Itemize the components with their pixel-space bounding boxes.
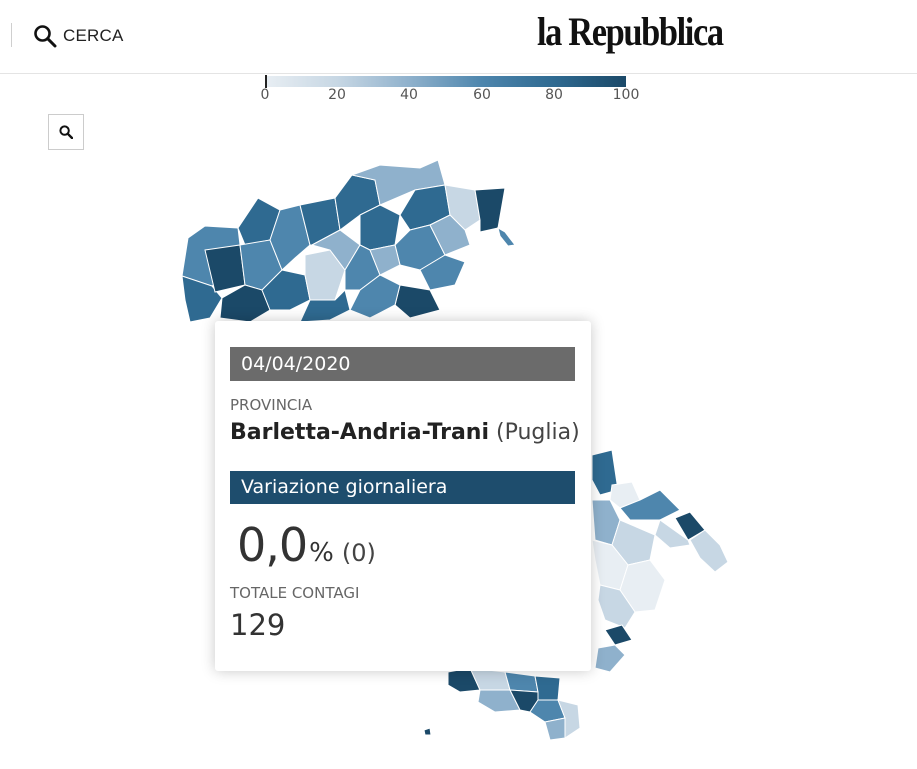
- map-search-button[interactable]: [48, 114, 84, 150]
- province-shape[interactable]: [423, 727, 432, 736]
- province-shape[interactable]: [477, 689, 521, 713]
- province-name: Barletta-Andria-Trani: [230, 420, 489, 445]
- legend-tick-60: 60: [473, 87, 491, 103]
- site-header: CERCA la Repubblica: [0, 0, 917, 74]
- daily-variation-value: 0,0% (0): [237, 518, 376, 572]
- region-name: (Puglia): [496, 420, 580, 445]
- search-icon: [59, 125, 73, 139]
- logo[interactable]: la Repubblica: [537, 9, 724, 54]
- legend-marker: [265, 75, 267, 88]
- province-shape[interactable]: [394, 284, 441, 319]
- province-shape[interactable]: [544, 717, 566, 741]
- tooltip-date: 04/04/2020: [230, 347, 575, 381]
- tooltip-province-name: Barletta-Andria-Trani (Puglia): [230, 420, 580, 445]
- tooltip-kind-label: PROVINCIA: [230, 396, 313, 414]
- total-cases-label: TOTALE CONTAGI: [230, 584, 360, 602]
- color-legend: 0 20 40 60 80 100: [261, 75, 639, 105]
- province-shape[interactable]: [534, 675, 561, 701]
- variation-absolute: (0): [341, 539, 376, 567]
- province-shape[interactable]: [474, 187, 506, 233]
- legend-tick-0: 0: [260, 87, 270, 103]
- province-shape[interactable]: [654, 519, 691, 549]
- legend-tick-100: 100: [612, 87, 640, 103]
- province-shape[interactable]: [181, 275, 223, 323]
- legend-tick-40: 40: [400, 87, 418, 103]
- province-shape[interactable]: [594, 644, 626, 673]
- province-shape[interactable]: [359, 204, 401, 251]
- header-divider: [11, 23, 12, 47]
- search-label: CERCA: [63, 26, 124, 45]
- variation-percent: 0,0: [237, 518, 308, 572]
- legend-tick-20: 20: [328, 87, 346, 103]
- search-icon: [34, 25, 57, 48]
- province-shape[interactable]: [591, 449, 619, 496]
- province-shape[interactable]: [429, 214, 471, 256]
- province-shape[interactable]: [419, 254, 466, 291]
- province-shape[interactable]: [497, 226, 516, 247]
- province-shape[interactable]: [369, 244, 401, 276]
- province-shape[interactable]: [604, 624, 633, 646]
- province-shape[interactable]: [689, 529, 729, 573]
- province-shape[interactable]: [619, 489, 681, 521]
- province-tooltip: 04/04/2020 PROVINCIA Barletta-Andria-Tra…: [215, 321, 591, 671]
- percent-unit: %: [309, 538, 334, 568]
- province-shape[interactable]: [504, 671, 539, 693]
- province-shape[interactable]: [557, 699, 581, 739]
- search-button[interactable]: CERCA: [33, 22, 124, 50]
- tooltip-section-header: Variazione giornaliera: [230, 471, 575, 504]
- legend-gradient: [265, 76, 626, 87]
- total-cases-value: 129: [230, 608, 286, 642]
- province-shape[interactable]: [597, 584, 636, 629]
- legend-tick-80: 80: [545, 87, 563, 103]
